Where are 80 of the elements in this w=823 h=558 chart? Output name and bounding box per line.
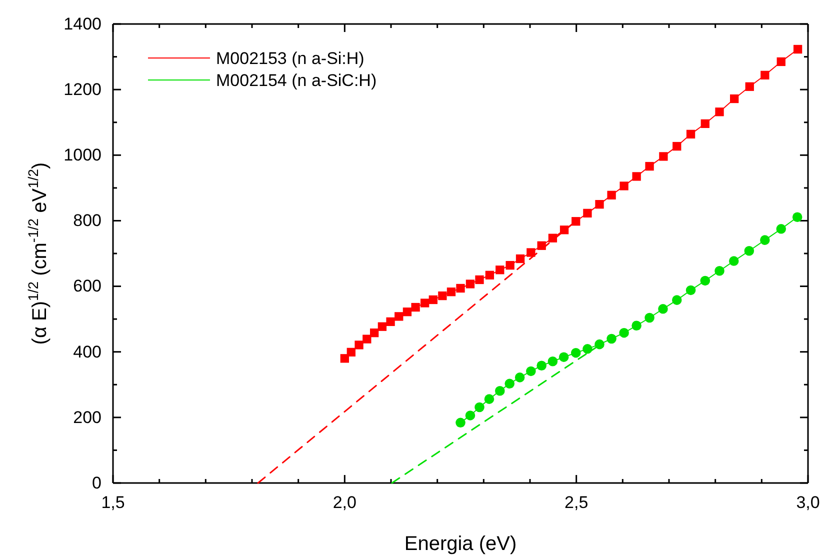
y-tick-label: 800 (73, 211, 102, 230)
point (466, 280, 475, 288)
point (792, 212, 802, 222)
point (378, 322, 387, 331)
point (465, 410, 476, 420)
point (516, 254, 525, 264)
point (582, 344, 592, 354)
point (728, 256, 739, 266)
point (645, 162, 654, 171)
point (496, 266, 504, 274)
point (548, 356, 558, 366)
point (595, 200, 604, 209)
point (386, 317, 395, 326)
x-tick-label: 2,5 (564, 493, 588, 512)
point (485, 270, 494, 280)
y-tick-label: 1400 (64, 14, 102, 34)
point (776, 57, 786, 66)
point (583, 208, 592, 218)
point (659, 152, 668, 161)
point (420, 298, 430, 308)
point (686, 130, 696, 138)
x-axis-title: Energia (eV) (404, 533, 517, 555)
point (658, 304, 668, 314)
point (506, 260, 514, 270)
point (686, 285, 696, 296)
point (346, 348, 356, 357)
y-tick-label: 600 (73, 276, 102, 296)
legend-label: M002153 (n a-Si:H) (216, 49, 364, 68)
point (514, 372, 525, 382)
point (456, 284, 465, 293)
point (536, 360, 546, 371)
point (526, 366, 536, 376)
point (362, 334, 372, 344)
point (776, 224, 786, 234)
point (428, 295, 438, 304)
point (632, 320, 642, 331)
y-tick-label: 200 (73, 408, 102, 427)
point (370, 328, 379, 338)
point (619, 328, 629, 338)
y-tick-label: 1200 (64, 80, 102, 100)
legend-label: M002154 (n a-SiC:H) (216, 71, 377, 90)
point (411, 302, 420, 312)
point (700, 119, 710, 128)
point (402, 308, 412, 316)
x-tick-label: 3,0 (796, 493, 820, 512)
point (606, 334, 616, 344)
point (456, 418, 466, 428)
point (394, 312, 404, 321)
point (793, 44, 802, 54)
point (760, 70, 770, 80)
point (620, 182, 628, 190)
point (340, 354, 349, 363)
point (484, 394, 494, 404)
point (760, 235, 770, 245)
y-tick-label: 1000 (64, 146, 102, 165)
point (504, 378, 514, 389)
point (607, 190, 616, 200)
x-tick-label: 2,0 (332, 493, 356, 512)
point (558, 352, 569, 362)
point (474, 402, 484, 412)
point (715, 108, 724, 116)
point (446, 288, 456, 296)
point (526, 248, 536, 257)
point (714, 266, 724, 276)
point (672, 295, 682, 305)
point (644, 312, 654, 323)
point (475, 275, 484, 284)
y-tick-label: 0 (92, 473, 102, 492)
point (570, 348, 581, 358)
point (354, 340, 364, 350)
point (438, 291, 447, 300)
y-tick-label: 400 (73, 342, 102, 362)
x-tick-label: 1,5 (101, 493, 125, 512)
point (744, 246, 754, 256)
point (494, 386, 505, 396)
point (632, 172, 641, 181)
point (745, 82, 754, 91)
point (672, 142, 682, 151)
point (700, 276, 710, 286)
point (730, 94, 739, 104)
